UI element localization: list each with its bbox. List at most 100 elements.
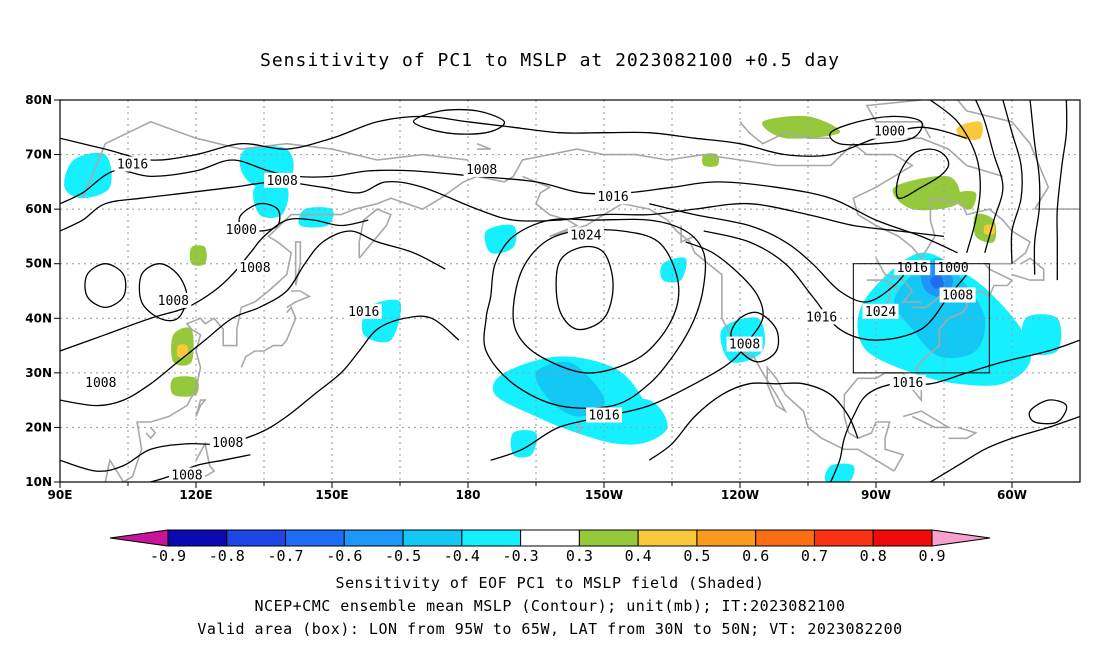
contour-label-bg [586,407,622,423]
lat-label: 60N [25,202,52,216]
footer-line-3: Valid area (box): LON from 95W to 65W, L… [197,620,903,638]
mslp-contour-line [975,100,1004,253]
colorbar-segment [813,529,874,547]
shade-region [1021,314,1062,356]
contour-label: 1008 [239,261,270,276]
contour-label: 1016 [117,157,148,172]
lon-label: 180 [455,488,480,502]
colorbar-high-arrow [931,529,991,547]
lon-label: 60W [997,488,1027,502]
mslp-contour-line [730,311,780,363]
lat-label: 20N [25,420,52,434]
map-title: Sensitivity of PC1 to MSLP at 2023082100… [259,50,840,71]
lat-label: 30N [25,366,52,380]
colorbar-label: -0.7 [267,547,303,565]
contour-label-bg [567,227,604,243]
contour-label: 1016 [892,376,923,391]
contour-label-bg [871,123,908,139]
contour-label: 1024 [865,305,896,320]
mslp-contour-line [930,415,1080,482]
shade-region [535,361,605,417]
contour-labels: 1016 1008 1000 1008 1008 1016 1008 1008 1008 1008… [82,123,976,482]
mslp-contour-line [703,230,968,341]
colorbar-segment [167,529,228,547]
contour-label: 1008 [212,436,243,451]
contour-label-bg [264,172,301,188]
colorbar-label: 0.4 [625,547,652,565]
contour-label-bg [223,221,260,237]
coastline-segment [680,225,695,244]
mslp-contour-line [555,245,614,331]
colorbar-label: -0.3 [503,547,539,565]
shade-region [298,207,334,228]
colorbar-label: 0.7 [801,547,828,565]
shade-region [64,152,112,199]
footer-line-1: Sensitivity of EOF PC1 to MSLP field (Sh… [335,574,765,592]
contour-label: 1000 [874,125,905,140]
contour-label: 1008 [942,288,973,303]
coastline-segment [956,100,1050,210]
contour-label-bg [209,434,246,450]
shade-region [983,224,996,235]
contour-label: 1008 [729,338,760,353]
coastline-segment [576,421,583,434]
mslp-contour-line [512,229,680,374]
mslp-contour-line [138,263,188,322]
lon-label: 120E [179,488,212,502]
coastline-segment [195,399,207,417]
shade-region [510,430,538,458]
contour-label: 1008 [85,376,116,391]
contour-label: 1024 [570,228,601,243]
coastline-segment [948,426,978,440]
shade-region [955,191,977,210]
coastline-segment [1011,257,1045,281]
shade-region [956,121,983,140]
contour-label-bg [345,303,382,319]
lat-label: 50N [25,257,52,271]
lon-label: 90W [861,488,891,502]
shade-region [253,183,289,218]
shade-region [176,344,189,358]
lon-label: 150W [585,488,623,502]
mslp-contour-line [649,203,913,303]
coastline-segment [195,441,216,478]
shade-region [762,115,841,139]
mslp-contour-line [829,115,923,146]
mslp-contour-line [150,454,251,482]
footer-line-2: NCEP+CMC ensemble mean MSLP (Contour); u… [254,597,846,615]
mslp-contour-line [1056,100,1068,281]
lat-label: 10N [25,475,52,489]
colorbar-label: -0.6 [326,547,362,565]
coastline-segment [476,142,491,150]
contour-label: 1016 [806,310,837,325]
mslp-contour-line [648,382,859,461]
colorbar-label: 0.9 [918,547,945,565]
colorbar-label: -0.4 [444,547,480,565]
shade-region [930,274,945,289]
shade-region [484,224,517,254]
contour-label: 1008 [266,174,297,189]
colorbar-segment [520,529,580,547]
gridlines [60,100,1080,482]
contour-label: 1016 [588,409,619,424]
axis-ticks [54,99,1013,488]
lat-label: 70N [25,148,52,162]
shade-region [170,376,199,397]
lon-label: 150E [315,488,348,502]
colorbar-low-arrow [109,529,169,547]
contour-label-bg [939,287,976,303]
mslp-contour-line [84,263,127,309]
colorbar-label: 0.3 [566,547,593,565]
colorbar-segment [461,529,522,547]
coastline-segment [240,305,297,368]
colorbar-label: -0.9 [150,547,186,565]
colorbar-segment [343,529,404,547]
colorbar-segment [755,529,815,547]
contour-label-bg [155,292,192,308]
contour-label: 1000 [937,261,968,276]
colorbar-segment [578,529,639,547]
mslp-contour-line [483,218,707,409]
contour-label: 1016 [348,305,379,320]
contour-label-bg [114,156,151,172]
